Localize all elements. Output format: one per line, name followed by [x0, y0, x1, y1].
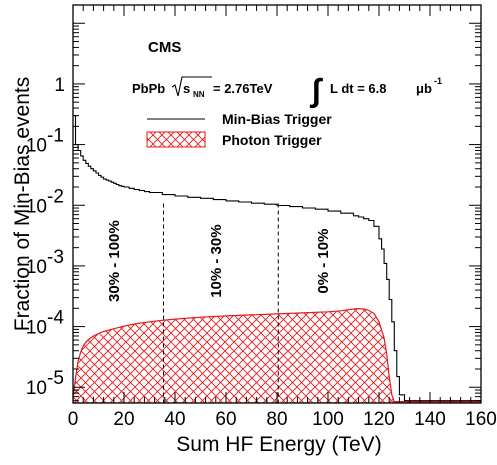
luminosity-text: L dt = 6.8: [330, 81, 386, 96]
centrality-bin-label-2: 0% - 10%: [315, 229, 332, 294]
y-tick-label: 10: [26, 196, 47, 217]
centrality-bin-label-1: 10% - 30%: [208, 224, 225, 297]
x-tick-label: 100: [312, 409, 344, 430]
x-tick-label: 0: [68, 409, 79, 430]
collision-system: PbPb: [132, 81, 165, 96]
y-tick-labels: 10 -510 -410 -310 -210 -11: [26, 75, 65, 399]
legend: Min-Bias Trigger Photon Trigger: [146, 111, 332, 148]
sqrt-s-subscript: NN: [193, 90, 205, 99]
luminosity-unit: μb: [416, 81, 432, 96]
min-bias-trigger-line: [73, 115, 481, 402]
legend-photon-label: Photon Trigger: [222, 132, 322, 148]
y-tick-label-exponent: -1: [47, 126, 64, 147]
legend-photon-swatch: [146, 131, 206, 148]
centrality-bin-labels: 30% - 100% 10% - 30% 0% - 10%: [106, 220, 332, 302]
x-axis-title: Sum HF Energy (TeV): [176, 433, 381, 456]
x-tick-label: 120: [363, 409, 395, 430]
centrality-dividers: [163, 203, 279, 403]
centrality-bin-label-0: 30% - 100%: [106, 220, 123, 302]
photon-trigger-layer: [73, 307, 481, 403]
y-tick-label: 10: [26, 318, 47, 339]
y-tick-label: 10: [26, 378, 47, 399]
y-tick-label-exponent: -3: [47, 247, 64, 268]
x-tick-label: 140: [414, 409, 446, 430]
experiment-label: CMS: [148, 39, 181, 56]
min-bias-trigger-layer: [73, 115, 481, 402]
x-tick-labels: 0 20 40 60 80 100 120 140 160: [68, 409, 497, 430]
x-tick-label: 20: [113, 409, 134, 430]
conditions-label: PbPb s NN = 2.76TeV ∫ L dt = 6.8 μb -1: [132, 72, 442, 109]
x-tick-label: 160: [465, 409, 497, 430]
collision-energy: = 2.76TeV: [213, 81, 273, 96]
y-tick-label: 10: [26, 136, 47, 157]
legend-min-bias-label: Min-Bias Trigger: [222, 111, 332, 127]
photon-trigger-area: [73, 307, 481, 403]
x-tick-label: 80: [266, 409, 287, 430]
luminosity-unit-exponent: -1: [434, 76, 442, 86]
y-tick-label: 1: [54, 75, 65, 96]
integral-sign: ∫: [309, 72, 323, 109]
y-tick-label: 10: [26, 257, 47, 278]
y-tick-label-exponent: -4: [47, 308, 64, 329]
y-tick-label-exponent: -2: [47, 186, 64, 207]
axis-ticks: [72, 4, 482, 403]
sqrt-sign: [171, 76, 212, 97]
sqrt-s: s: [183, 81, 190, 96]
y-axis-title: Fraction of Min-Bias events: [11, 77, 34, 331]
y-tick-label-exponent: -5: [47, 368, 64, 389]
x-tick-label: 40: [164, 409, 185, 430]
x-tick-label: 60: [215, 409, 236, 430]
